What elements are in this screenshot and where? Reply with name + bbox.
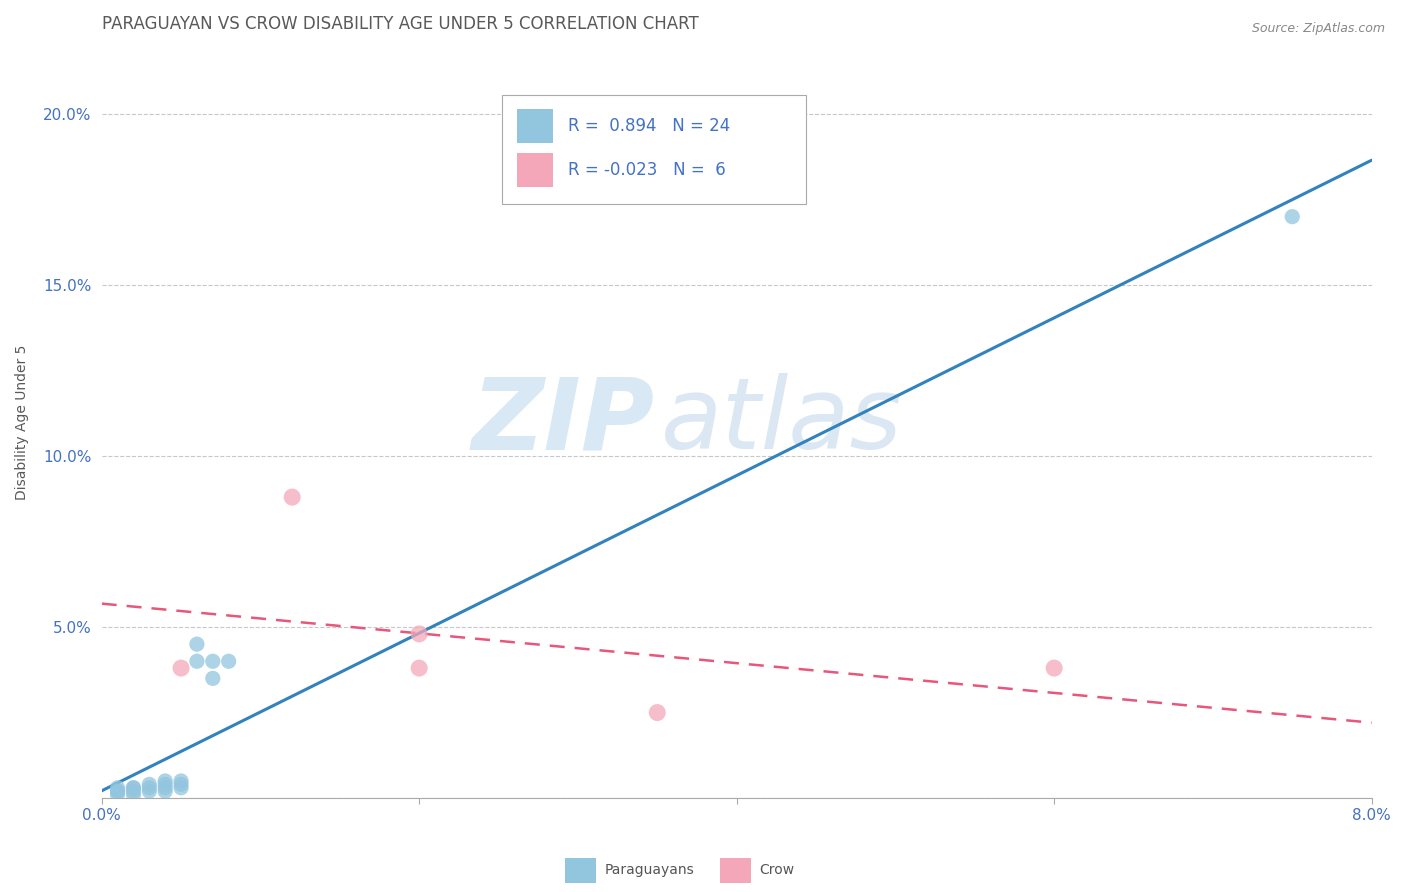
Point	[107, 788, 129, 802]
Point	[153, 774, 176, 789]
Point	[201, 671, 224, 685]
Text: R = -0.023   N =  6: R = -0.023 N = 6	[568, 161, 725, 178]
Point	[1043, 661, 1066, 675]
Text: Source: ZipAtlas.com: Source: ZipAtlas.com	[1251, 22, 1385, 36]
Text: R =  0.894   N = 24: R = 0.894 N = 24	[568, 117, 730, 136]
Point	[201, 654, 224, 668]
Point	[281, 490, 304, 504]
Text: PARAGUAYAN VS CROW DISABILITY AGE UNDER 5 CORRELATION CHART: PARAGUAYAN VS CROW DISABILITY AGE UNDER …	[101, 15, 699, 33]
Y-axis label: Disability Age Under 5: Disability Age Under 5	[15, 344, 30, 500]
Text: Paraguayans: Paraguayans	[605, 863, 695, 877]
Point	[218, 654, 240, 668]
Text: Crow: Crow	[759, 863, 794, 877]
Point	[107, 784, 129, 798]
FancyBboxPatch shape	[517, 153, 553, 186]
Point	[107, 780, 129, 795]
FancyBboxPatch shape	[517, 109, 553, 143]
Point	[153, 777, 176, 791]
Point	[408, 627, 430, 641]
Point	[153, 784, 176, 798]
Point	[170, 777, 193, 791]
Point	[138, 784, 160, 798]
Point	[186, 637, 208, 651]
Point	[122, 784, 145, 798]
Point	[170, 661, 193, 675]
Point	[153, 780, 176, 795]
Point	[122, 780, 145, 795]
Point	[645, 706, 668, 720]
Point	[1281, 210, 1303, 224]
Text: atlas: atlas	[661, 374, 903, 470]
Point	[122, 788, 145, 802]
Point	[138, 777, 160, 791]
Point	[170, 774, 193, 789]
Point	[170, 780, 193, 795]
Point	[122, 780, 145, 795]
FancyBboxPatch shape	[502, 95, 807, 203]
Point	[408, 661, 430, 675]
Text: ZIP: ZIP	[471, 374, 654, 470]
Point	[138, 780, 160, 795]
Point	[107, 784, 129, 798]
Point	[186, 654, 208, 668]
